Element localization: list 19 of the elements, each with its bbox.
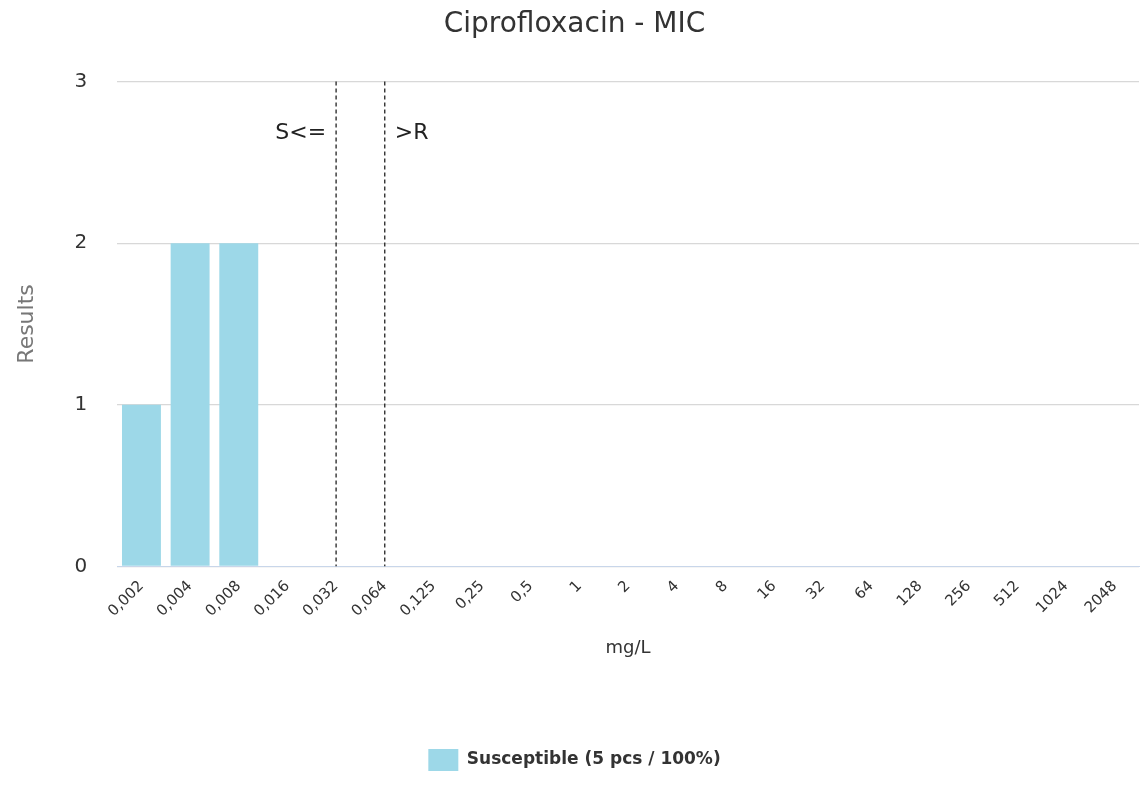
x-tick-label: 4: [662, 576, 683, 596]
legend-label: Susceptible (5 pcs / 100%): [466, 748, 721, 769]
y-tick-label: 3: [74, 67, 88, 92]
x-tick-label: 64: [850, 576, 877, 603]
x-tick-label: 1: [565, 576, 585, 596]
y-tick-label: 1: [74, 390, 88, 415]
x-tick-label: 2: [614, 576, 634, 596]
x-tick-label: 0,5: [506, 576, 537, 607]
x-tick-label: 512: [989, 576, 1023, 610]
chart-title: Ciprofloxacin - MIC: [443, 6, 706, 40]
ref-line-label: S<=: [275, 119, 327, 145]
y-axis-title: Results: [12, 284, 38, 364]
y-tick-label: 2: [74, 229, 88, 254]
ref-line-label: >R: [394, 119, 429, 145]
x-tick-label: 32: [802, 576, 829, 603]
x-tick-label: 8: [711, 576, 731, 596]
x-axis-title: mg/L: [605, 635, 651, 657]
x-tick-label: 16: [753, 576, 780, 603]
y-tick-label: 0: [74, 552, 88, 577]
